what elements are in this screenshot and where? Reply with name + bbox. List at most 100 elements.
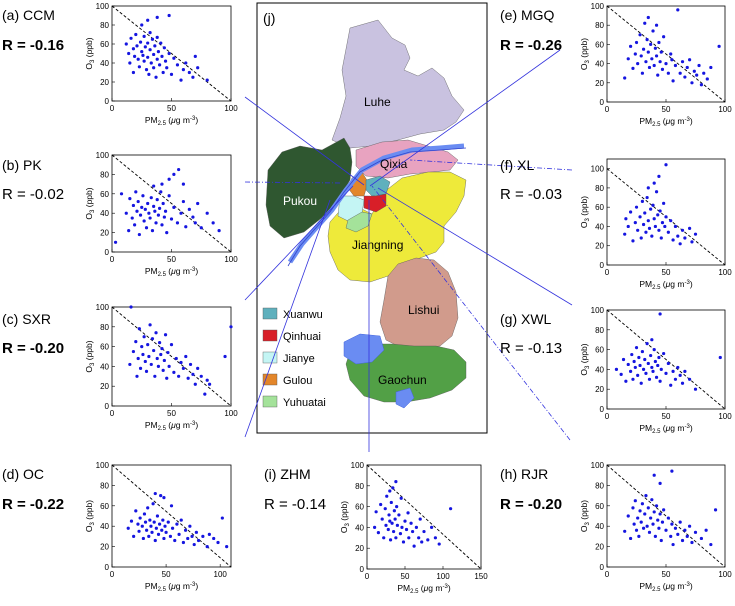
data-point — [172, 370, 176, 374]
district-label-gaochun: Gaochun — [378, 373, 427, 387]
data-point — [666, 230, 670, 234]
data-point — [639, 54, 643, 58]
axes-box — [366, 464, 482, 570]
reference-dashed-line — [111, 306, 232, 407]
data-point — [147, 211, 151, 215]
data-point — [654, 23, 659, 27]
data-point — [193, 221, 197, 225]
data-point — [660, 520, 665, 524]
data-point — [638, 509, 642, 513]
x-tick-label: 100 — [718, 570, 732, 579]
district-luhe — [331, 19, 465, 149]
data-point — [678, 373, 682, 377]
data-point — [162, 46, 166, 50]
data-point — [172, 172, 176, 176]
legend-label-yuhuatai: Yuhuatai — [283, 397, 326, 409]
y-tick-label: 100 — [591, 2, 605, 11]
data-point — [636, 228, 640, 232]
data-point — [658, 60, 662, 64]
data-point — [386, 527, 390, 532]
data-point — [153, 538, 157, 543]
data-point — [430, 525, 434, 530]
data-point — [142, 335, 146, 339]
data-point — [169, 343, 174, 347]
data-point — [158, 206, 162, 210]
data-point — [174, 356, 178, 361]
data-point — [124, 42, 128, 46]
data-point — [143, 359, 147, 364]
data-point — [621, 357, 626, 362]
data-point — [658, 379, 662, 383]
data-point — [646, 219, 650, 223]
data-point — [191, 75, 195, 79]
x-tick-label: 0 — [110, 255, 115, 264]
data-point — [641, 526, 646, 530]
data-point — [645, 342, 649, 346]
data-point — [138, 366, 143, 370]
data-point — [676, 8, 680, 12]
panel-title: (b) PK — [2, 157, 42, 173]
data-point — [163, 59, 168, 63]
data-point — [172, 56, 176, 60]
data-point — [181, 540, 185, 545]
data-point — [388, 519, 392, 523]
data-point — [433, 536, 437, 540]
x-tick-label: 100 — [718, 412, 732, 421]
data-point — [216, 540, 220, 545]
data-point — [637, 355, 641, 360]
data-point — [678, 520, 682, 524]
data-point — [131, 349, 136, 354]
data-point — [678, 71, 682, 75]
data-point — [144, 68, 149, 72]
data-point — [376, 531, 380, 535]
data-point — [690, 240, 694, 244]
data-point — [671, 79, 675, 83]
data-point — [640, 71, 645, 75]
data-point — [637, 534, 641, 539]
data-point — [161, 518, 165, 522]
data-point — [645, 195, 649, 200]
x-tick-label: 50 — [662, 105, 671, 114]
y-tick-label: 60 — [595, 203, 604, 212]
legend-swatch-jianye — [262, 351, 278, 364]
data-point — [140, 345, 144, 349]
data-point — [659, 367, 663, 371]
data-point — [140, 524, 144, 528]
y-axis-label: O3 (ppb) — [84, 187, 96, 219]
data-point — [147, 534, 151, 539]
reference-dashed-line — [111, 5, 232, 102]
data-point — [634, 205, 639, 209]
y-tick-label: 20 — [595, 242, 604, 251]
data-point — [179, 360, 183, 365]
data-point — [184, 61, 188, 65]
data-point — [135, 374, 139, 378]
data-point — [653, 534, 657, 539]
data-point — [179, 518, 183, 522]
data-point — [664, 163, 668, 167]
data-point — [619, 372, 623, 376]
y-axis-label: O3 (ppb) — [84, 340, 96, 372]
data-point — [160, 54, 164, 58]
data-point — [647, 530, 652, 534]
data-point — [629, 536, 633, 541]
data-point — [645, 524, 649, 528]
map-frame — [256, 2, 488, 434]
reference-dashed-line — [606, 309, 726, 410]
data-point — [137, 65, 141, 69]
data-point — [155, 35, 159, 39]
data-point — [152, 520, 156, 524]
y-tick-label: 20 — [100, 382, 109, 391]
data-point — [407, 536, 411, 540]
data-point — [148, 48, 152, 52]
data-point — [426, 538, 430, 542]
data-point — [167, 13, 171, 18]
data-point — [640, 349, 645, 354]
data-point — [140, 23, 144, 27]
y-tick-label: 60 — [595, 346, 604, 355]
data-point — [673, 526, 678, 530]
data-point — [387, 513, 391, 517]
data-point — [136, 356, 140, 361]
data-point — [179, 211, 183, 215]
lake-gucheng — [395, 387, 415, 409]
data-point — [152, 66, 156, 70]
